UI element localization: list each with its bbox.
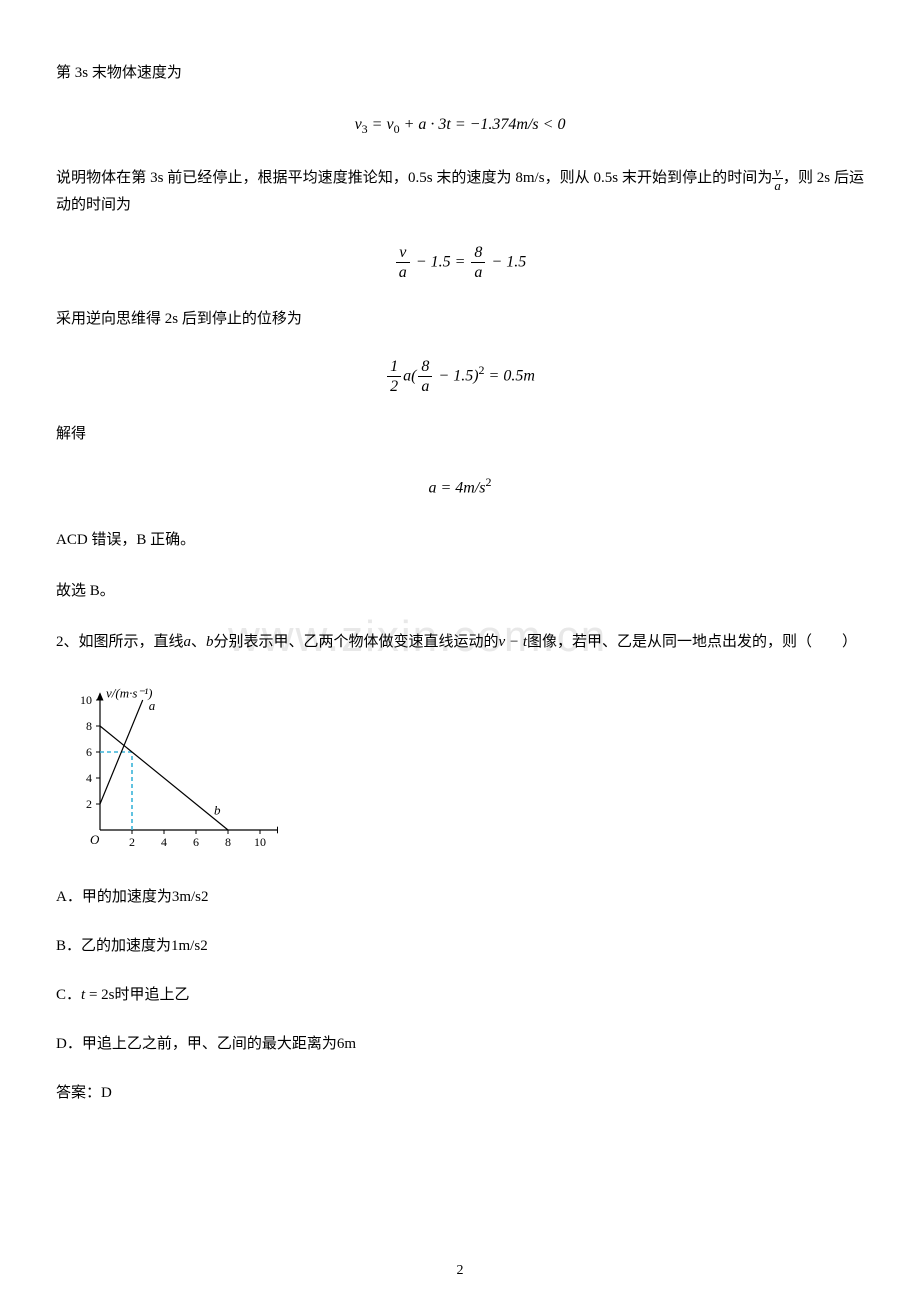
answer-line: 答案：D — [56, 1080, 864, 1107]
page-number: 2 — [0, 1258, 920, 1283]
question-2-stem: 2、如图所示，直线a、b分别表示甲、乙两个物体做变速直线运动的v − t图像，若… — [56, 629, 864, 656]
svg-text:2: 2 — [129, 835, 135, 849]
svg-text:8: 8 — [225, 835, 231, 849]
svg-text:10: 10 — [254, 835, 266, 849]
option-d: D．甲追上乙之前，甲、乙间的最大距离为6m — [56, 1031, 864, 1058]
vt-chart: 246810246810Ot/sv/(m·s⁻¹)ab — [68, 680, 864, 860]
svg-text:a: a — [149, 698, 156, 713]
text-line-2: 说明物体在第 3s 前已经停止，根据平均速度推论知，0.5s 末的速度为 8m/… — [56, 165, 864, 219]
svg-text:O: O — [90, 832, 100, 847]
svg-text:2: 2 — [86, 797, 92, 811]
text-line-6: 故选 B。 — [56, 578, 864, 605]
svg-text:6: 6 — [86, 745, 92, 759]
svg-text:4: 4 — [161, 835, 167, 849]
vt-chart-svg: 246810246810Ot/sv/(m·s⁻¹)ab — [68, 680, 278, 850]
text-line-3: 采用逆向思维得 2s 后到停止的位移为 — [56, 306, 864, 333]
svg-text:6: 6 — [193, 835, 199, 849]
option-c: C．t = 2s时甲追上乙 — [56, 982, 864, 1009]
option-a: A．甲的加速度为3m/s2 — [56, 884, 864, 911]
svg-text:v/(m·s⁻¹): v/(m·s⁻¹) — [106, 685, 153, 700]
svg-text:4: 4 — [86, 771, 92, 785]
formula-3: 12a(8a − 1.5)2 = 0.5m — [56, 357, 864, 396]
formula-4: a = 4m/s2 — [56, 472, 864, 503]
text-line-1: 第 3s 末物体速度为 — [56, 60, 864, 87]
text-line-4: 解得 — [56, 421, 864, 448]
svg-text:10: 10 — [80, 693, 92, 707]
text-line-5: ACD 错误，B 正确。 — [56, 527, 864, 554]
formula-1: v3 = v0 + a · 3t = −1.374m/s < 0 — [56, 111, 864, 141]
option-b: B．乙的加速度为1m/s2 — [56, 933, 864, 960]
svg-text:b: b — [214, 802, 221, 817]
page-content: 第 3s 末物体速度为 v3 = v0 + a · 3t = −1.374m/s… — [56, 60, 864, 1107]
svg-text:8: 8 — [86, 719, 92, 733]
formula-2: va − 1.5 = 8a − 1.5 — [56, 243, 864, 282]
